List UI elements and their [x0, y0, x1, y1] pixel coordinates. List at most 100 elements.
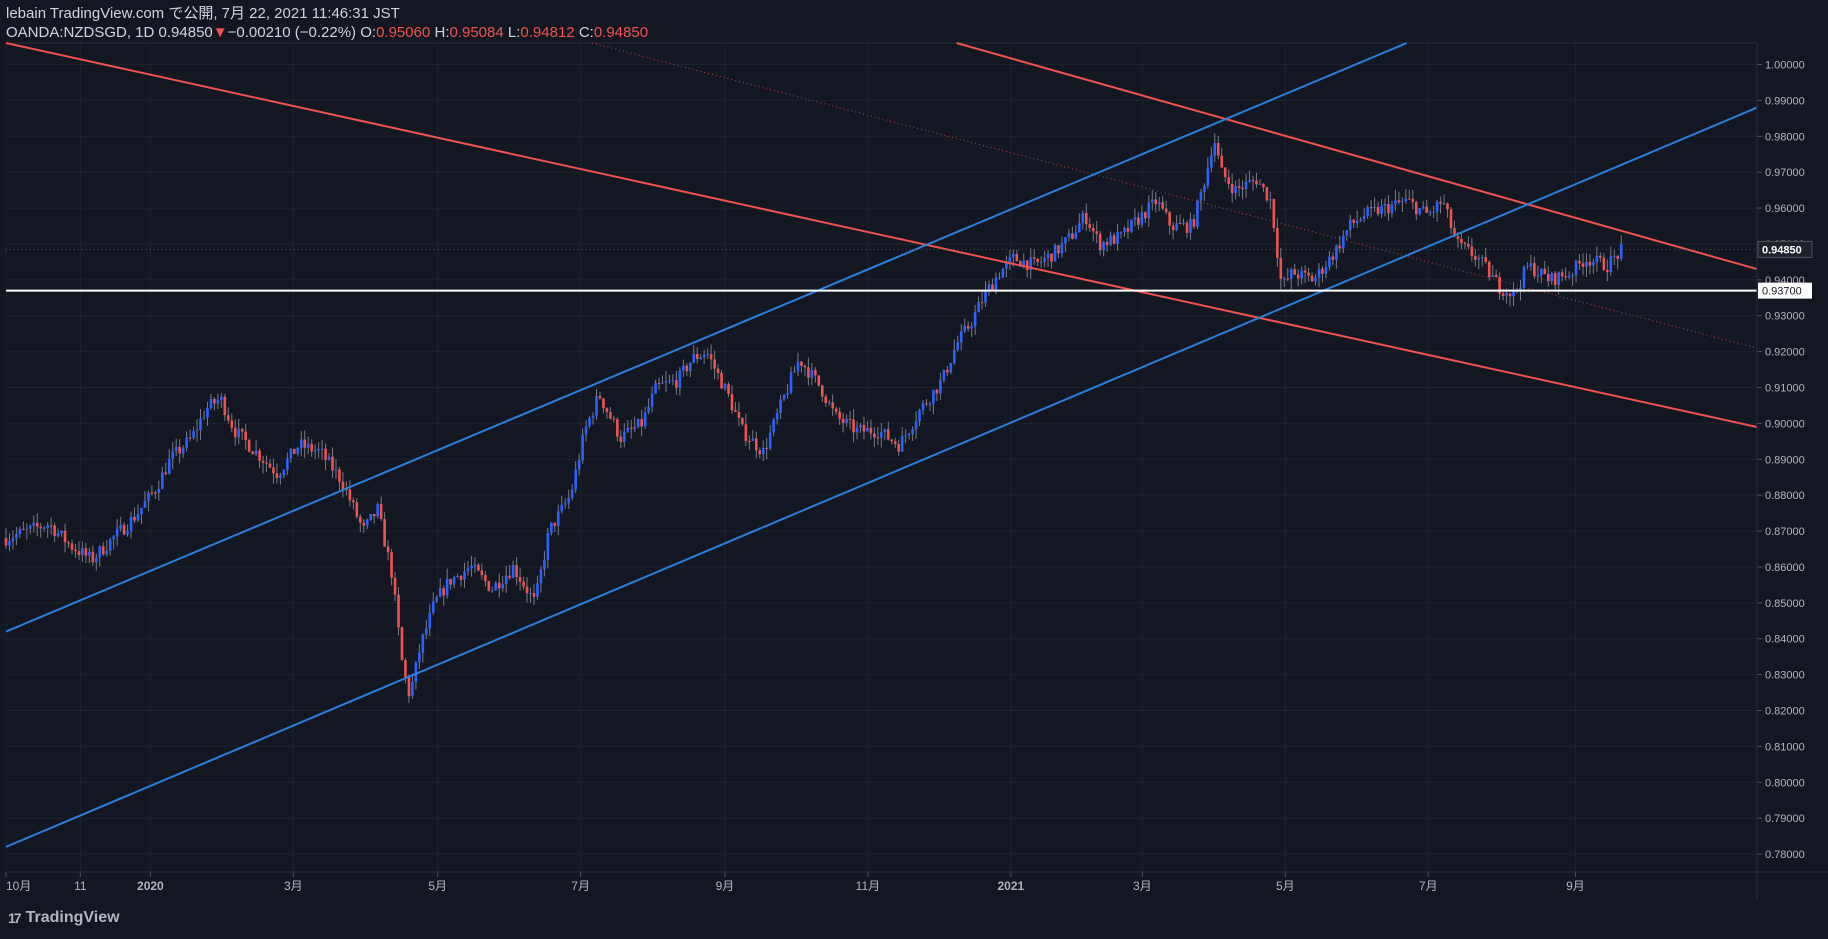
y-tick-label: 0.91000	[1765, 383, 1805, 395]
y-tick-label: 0.81000	[1765, 741, 1805, 753]
candle-body	[470, 566, 473, 569]
candle-body	[22, 529, 25, 531]
candle-body	[952, 349, 956, 364]
candle-body	[1005, 261, 1008, 269]
candle-body	[1321, 268, 1324, 274]
candle-body	[1213, 143, 1217, 156]
candle-body	[164, 472, 168, 475]
candle-body	[213, 399, 216, 404]
red-center-dotted[interactable]	[591, 42, 1758, 349]
candle-body	[581, 434, 584, 461]
publish-info: lebain TradingView.com で公開, 7月 22, 2021 …	[6, 5, 400, 22]
candle-body	[15, 534, 18, 539]
candle-body	[101, 546, 105, 555]
y-tick-label: 0.98000	[1765, 131, 1805, 143]
symbol-label[interactable]: OANDA:NZDSGD, 1D	[6, 24, 155, 41]
blue-upper-channel[interactable]	[5, 42, 1408, 633]
candle-body	[126, 530, 129, 535]
red-lower-channel[interactable]	[5, 42, 1758, 428]
candle-body	[1369, 207, 1373, 209]
candle-body	[1494, 274, 1498, 278]
red-upper-channel[interactable]	[956, 42, 1758, 271]
candle-body	[140, 507, 143, 515]
candle-body	[477, 564, 480, 571]
candle-body	[1029, 257, 1033, 270]
candle-body	[723, 384, 727, 389]
candle-body	[220, 396, 223, 400]
candle-body	[1317, 268, 1321, 278]
grid	[5, 42, 1758, 873]
candle-body	[730, 393, 734, 411]
tradingview-logo[interactable]: 17 TradingView	[8, 909, 120, 927]
blue-lower-channel[interactable]	[5, 106, 1758, 848]
candle-body	[1418, 208, 1422, 215]
candle-body	[772, 419, 775, 433]
candle-body	[463, 571, 466, 580]
candle-body	[265, 462, 268, 464]
candle-body	[1335, 245, 1338, 260]
candle-body	[39, 526, 43, 529]
candle-body	[553, 522, 557, 526]
candle-body	[341, 481, 345, 489]
candle-body	[237, 428, 241, 438]
candle-body	[1234, 186, 1237, 194]
candle-body	[737, 412, 741, 418]
candle-body	[32, 522, 36, 526]
candle-body	[789, 372, 793, 393]
candle-body	[334, 469, 338, 471]
candle-body	[734, 410, 737, 413]
candle-body	[1300, 270, 1303, 279]
candle-body	[404, 660, 407, 678]
candle-body	[1133, 217, 1137, 220]
candle-body	[966, 325, 970, 329]
candle-body	[418, 652, 421, 662]
candle-body	[1192, 219, 1196, 227]
candle-body	[880, 432, 883, 438]
candle-body	[560, 504, 564, 512]
candle-body	[365, 519, 369, 526]
candle-body	[376, 503, 379, 517]
candle-body	[567, 497, 571, 504]
candle-body	[11, 538, 15, 542]
candle-body	[616, 419, 619, 437]
candle-body	[942, 369, 946, 381]
trendlines[interactable]	[5, 42, 1758, 848]
candle-body	[845, 418, 848, 423]
open-label: O:	[360, 24, 377, 41]
candle-body	[1237, 186, 1241, 188]
candle-body	[487, 581, 491, 591]
candle-body	[46, 525, 49, 528]
y-tick-label: 1.00000	[1765, 60, 1805, 72]
candle-body	[1383, 204, 1387, 206]
candle-body	[1390, 204, 1394, 214]
candle-body	[949, 363, 953, 373]
candle-body	[1116, 231, 1119, 244]
candle-body	[741, 417, 744, 425]
candle-body	[980, 302, 984, 304]
candle-body	[425, 628, 428, 635]
last-price-label: 0.94850	[1762, 244, 1802, 256]
x-tick-label: 9月	[716, 879, 735, 893]
candle-body	[727, 384, 730, 394]
candle-body	[1380, 205, 1383, 215]
candle-body	[279, 475, 282, 478]
candle-body	[1474, 256, 1477, 260]
y-tick-label: 0.83000	[1765, 670, 1805, 682]
candle-body	[1609, 256, 1613, 273]
candle-body	[1338, 245, 1342, 249]
candle-body	[1206, 167, 1210, 186]
candle-body	[803, 365, 807, 368]
candle-body	[400, 627, 404, 661]
candle-body	[1421, 206, 1425, 209]
candle-body	[1022, 260, 1026, 267]
candle-body	[1050, 253, 1053, 262]
x-tick-label: 3月	[284, 879, 303, 893]
candle-body	[852, 419, 855, 433]
candle-body	[296, 447, 300, 454]
candle-body	[1293, 269, 1296, 275]
x-tick-label: 9月	[1566, 879, 1585, 893]
candle-body	[584, 426, 588, 435]
candle-body	[161, 472, 164, 489]
candle-body	[796, 361, 800, 372]
